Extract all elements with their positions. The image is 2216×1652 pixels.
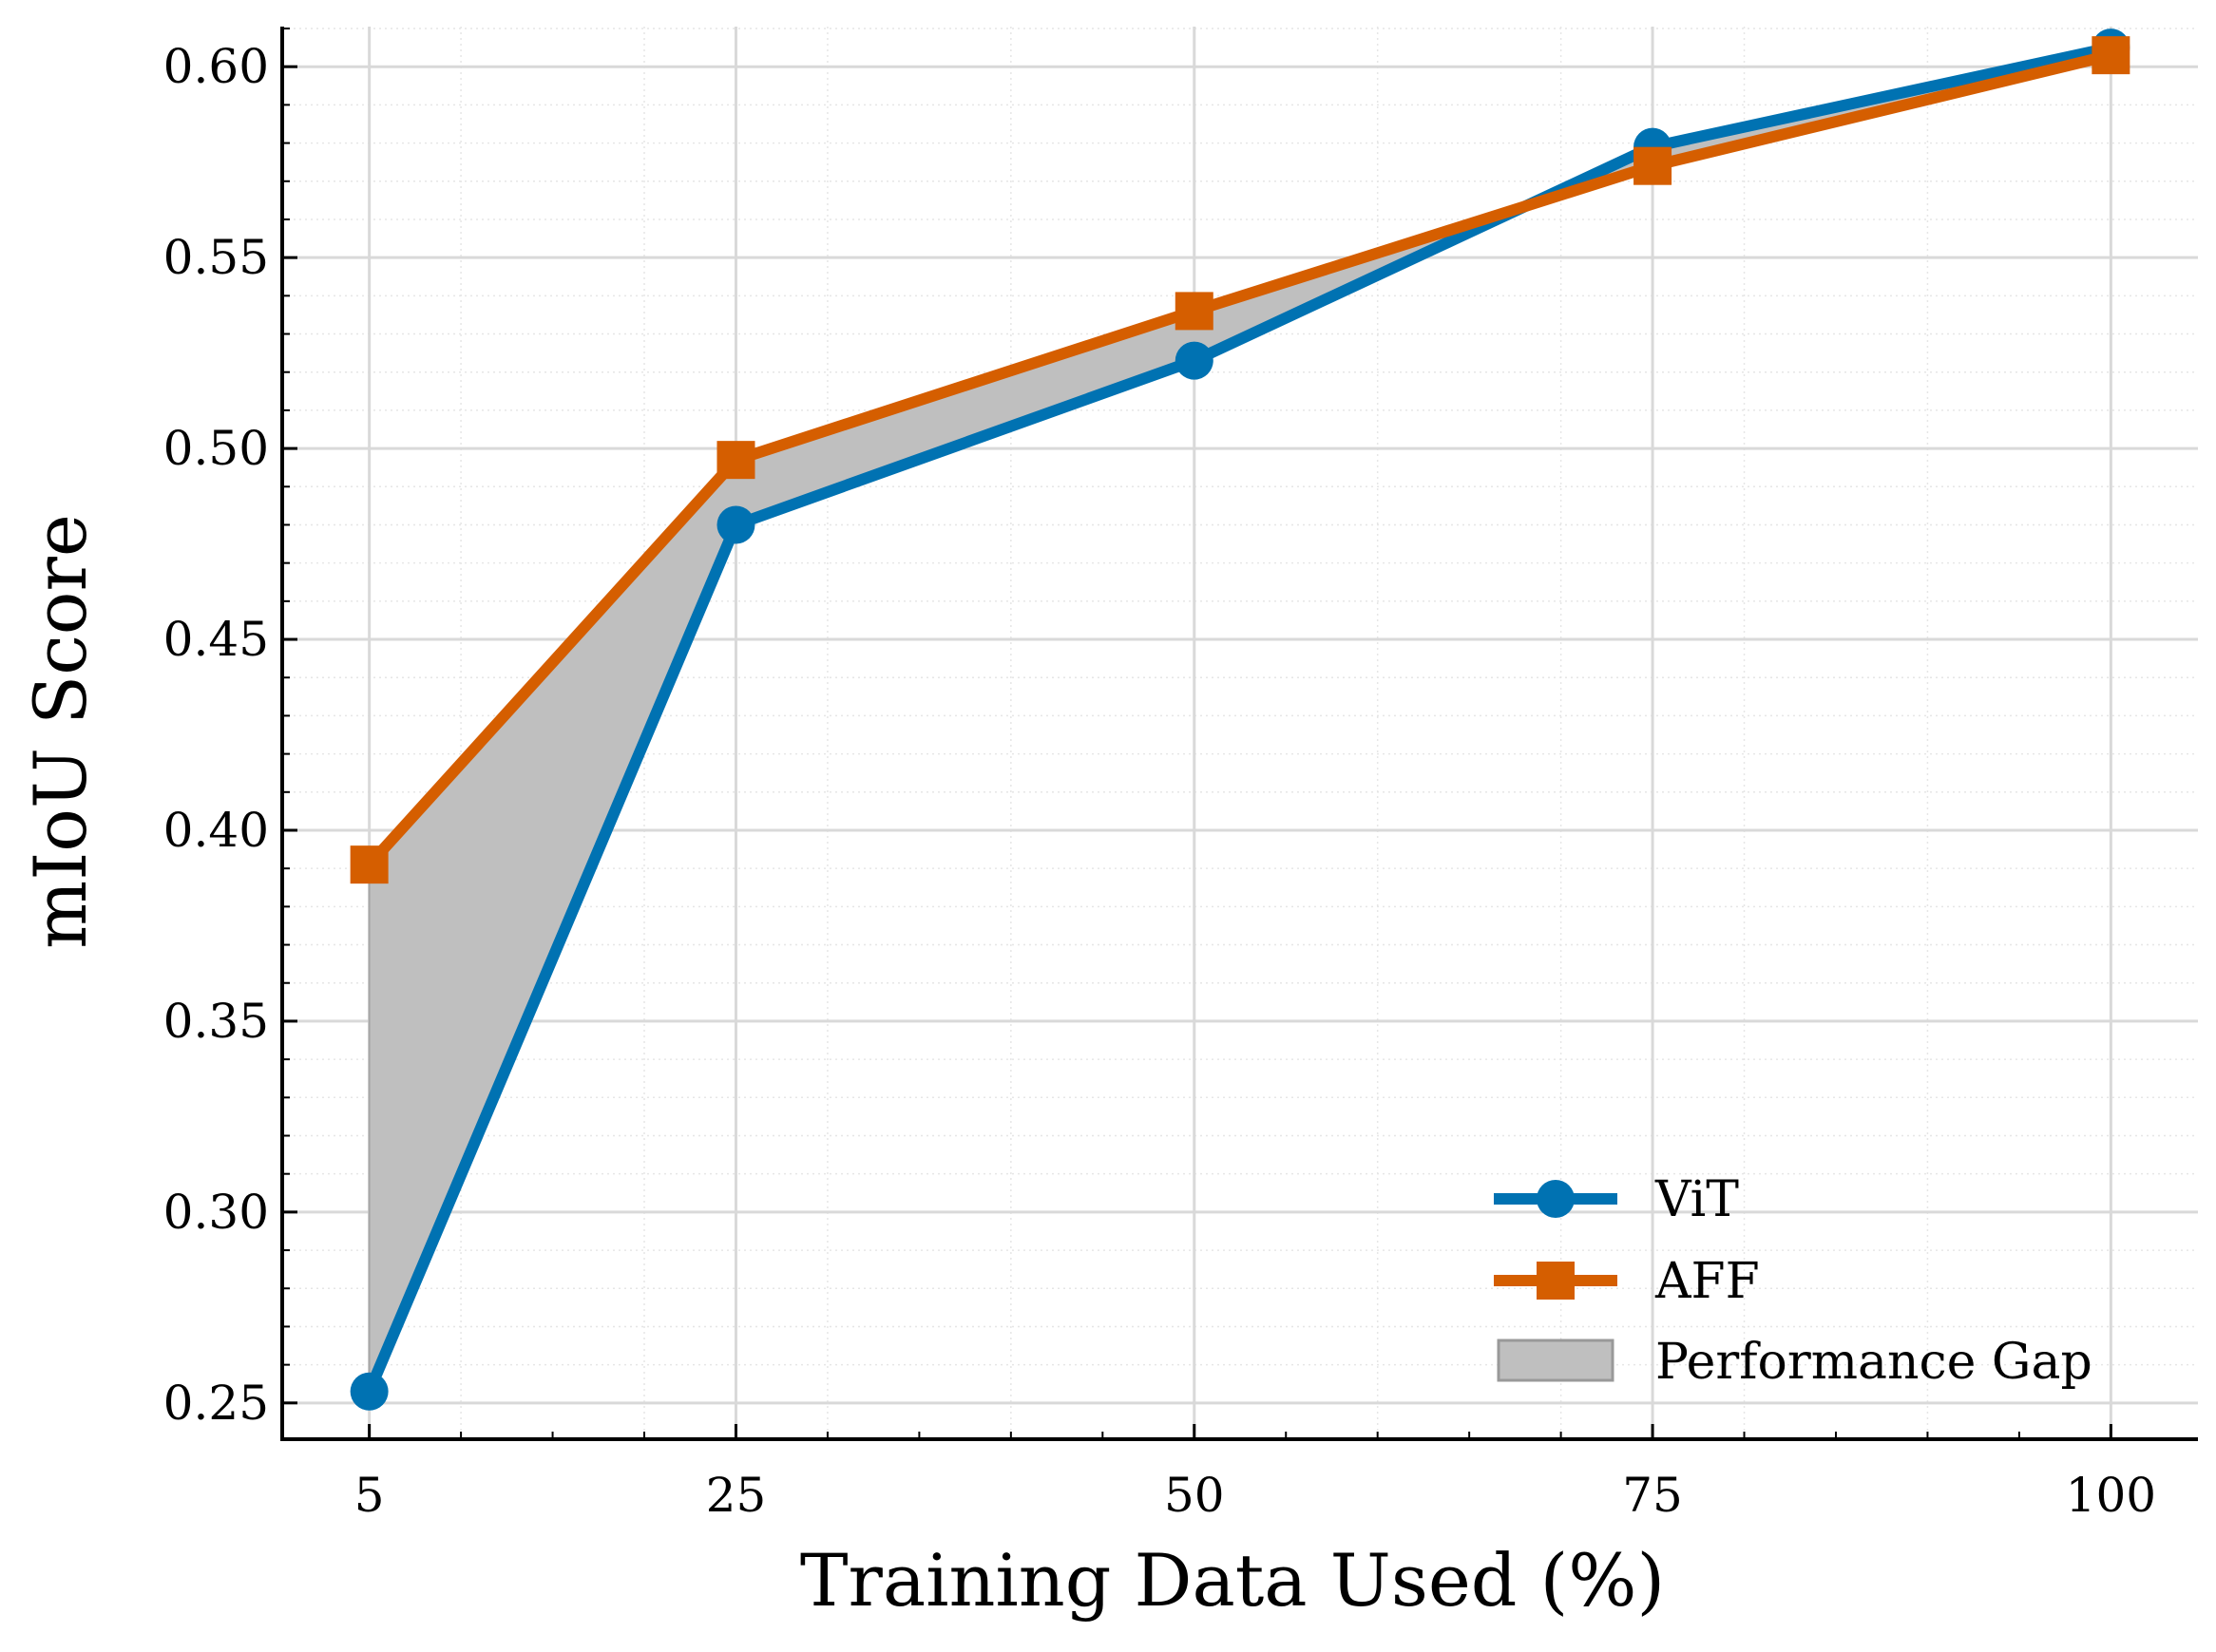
x-tick-label: 25 [706,1468,767,1523]
legend-aff-marker [1537,1262,1575,1300]
x-tick-label: 50 [1164,1468,1225,1523]
y-tick-label: 0.40 [163,803,269,858]
x-tick-label: 100 [2066,1468,2156,1523]
y-tick-label: 0.45 [163,612,269,667]
point-aff-100 [2092,36,2130,75]
legend-gap-swatch [1497,1339,1614,1382]
y-tick-label: 0.30 [163,1185,269,1240]
point-aff-25 [716,441,755,480]
y-tick-label: 0.55 [163,230,269,285]
legend: ViT AFF Performance Gap [1494,1171,2092,1391]
y-tick-label: 0.25 [163,1376,269,1431]
y-axis-title: mIoU Score [18,514,103,949]
point-vit-50 [1175,341,1213,380]
axes [280,27,2198,1441]
y-tick-label: 0.50 [163,421,269,476]
fill-layer [368,46,2112,1393]
point-aff-50 [1175,292,1213,331]
legend-aff-label: AFF [1654,1253,1760,1310]
point-aff-75 [1633,146,1672,185]
ticks [282,28,2112,1439]
legend-vit-label: ViT [1654,1171,1739,1228]
point-vit-25 [716,505,755,544]
y-tick-label: 0.60 [163,39,269,94]
legend-vit-marker [1537,1180,1575,1218]
x-tick-label: 5 [354,1468,385,1523]
performance-gap-area [368,46,2112,1393]
x-axis-title: Training Data Used (%) [800,1538,1665,1623]
major-grid [282,27,2198,1439]
tick-labels: 0.25 0.30 0.35 0.40 0.45 0.50 0.55 0.60 5 25 50 75 1… [163,39,2156,1523]
point-aff-5 [350,845,389,884]
point-vit-5 [350,1372,389,1411]
series-layer [350,28,2130,1411]
x-tick-label: 75 [1622,1468,1683,1523]
legend-gap-label: Performance Gap [1655,1334,2092,1391]
y-tick-label: 0.35 [163,994,269,1049]
